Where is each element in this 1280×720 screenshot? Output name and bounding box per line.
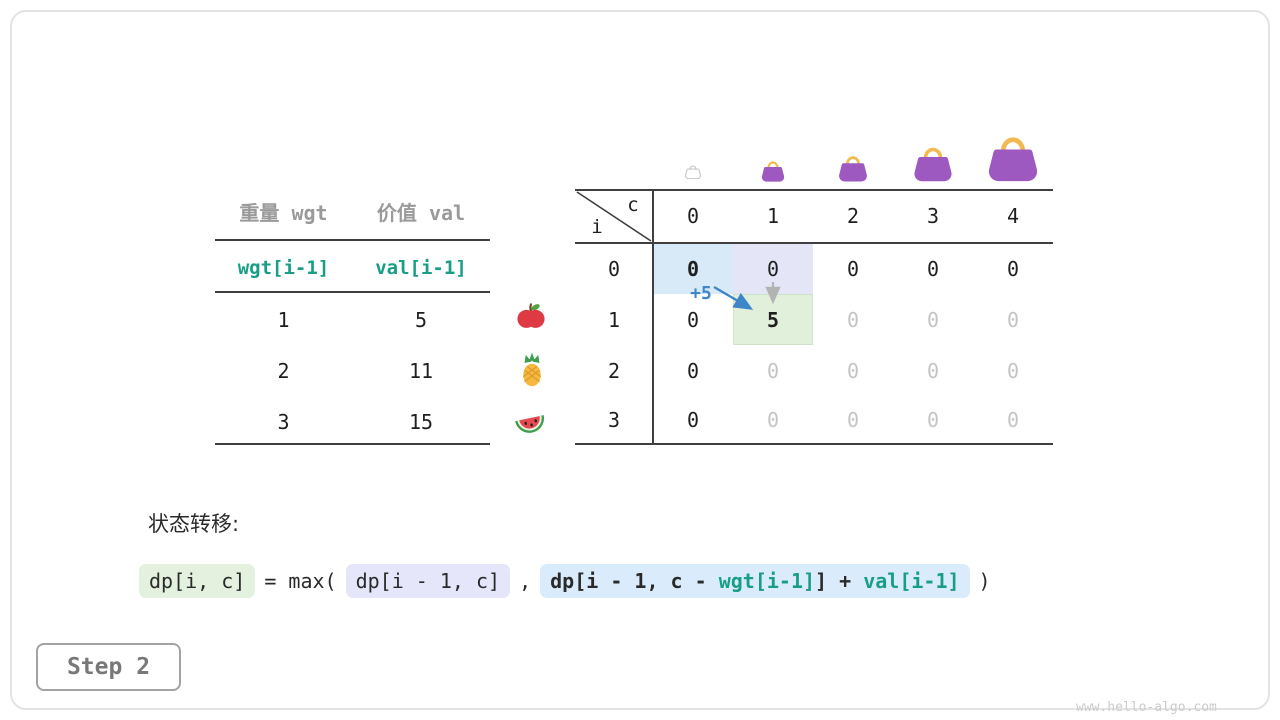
items-table-formula-wgt: wgt[i-1]	[237, 257, 330, 279]
pineapple-icon	[522, 352, 542, 387]
formula-dp-take: dp[i - 1, c - wgt[i-1]] + val[i-1]	[540, 564, 970, 598]
formula-take-part1: dp[i - 1, c -	[550, 569, 719, 593]
corner-col-label: c	[627, 194, 639, 216]
transition-arrows	[713, 282, 781, 310]
bag-medium-icon	[838, 156, 868, 182]
formula-dp-current: dp[i, c]	[139, 564, 256, 598]
dp-cell-2-2: 0	[846, 358, 860, 383]
dp-cell-2-3: 0	[926, 358, 940, 383]
divider	[575, 242, 1053, 244]
dp-col-header-4: 4	[1006, 204, 1020, 228]
bag-ghost-icon	[685, 165, 701, 179]
dp-col-header-3: 3	[926, 204, 940, 228]
dp-cell-1-2: 0	[846, 307, 860, 332]
dp-col-header-2: 2	[846, 204, 860, 228]
divider	[575, 443, 1053, 445]
items-table-formula-val: val[i-1]	[375, 257, 467, 279]
formula-close-paren: )	[978, 569, 991, 593]
dp-cell-0-2: 0	[846, 256, 860, 281]
plus-five-annotation: +5	[690, 283, 712, 304]
highlight-cell-0-0	[653, 243, 733, 294]
divider	[575, 189, 1053, 191]
corner-row-label: i	[591, 216, 603, 238]
formula-eq-max: = max(	[264, 569, 337, 593]
dp-cell-3-3: 0	[926, 407, 940, 432]
dp-row-header-2: 2	[607, 358, 621, 383]
dp-row-header-1: 1	[607, 307, 621, 332]
apple-icon	[517, 303, 545, 328]
bag-large-icon	[913, 147, 953, 182]
item-3-value: 15	[408, 410, 434, 434]
divider	[215, 443, 490, 445]
dp-cell-1-1: 5	[766, 307, 780, 332]
dp-cell-0-1: 0	[766, 256, 780, 281]
dp-cell-3-1: 0	[766, 407, 780, 432]
dp-cell-3-2: 0	[846, 407, 860, 432]
bag-xlarge-icon	[987, 130, 1039, 182]
dp-cell-0-4: 0	[1006, 256, 1020, 281]
dp-col-header-1: 1	[766, 204, 780, 228]
dp-cell-0-0: 0	[686, 256, 700, 281]
transition-label: 状态转移:	[148, 512, 240, 536]
formula-take-part2: ] +	[815, 569, 864, 593]
bag-small-icon	[761, 161, 785, 182]
items-table-header-weight: 重量 wgt	[239, 200, 328, 225]
divider	[215, 239, 490, 241]
formula-dp-skip: dp[i - 1, c]	[345, 564, 511, 598]
transition-formula: dp[i, c] = max( dp[i - 1, c] , dp[i - 1,…	[139, 560, 991, 602]
item-2-weight: 2	[277, 359, 290, 383]
dp-col-header-0: 0	[686, 204, 700, 228]
formula-comma: ,	[519, 569, 532, 593]
item-2-value: 11	[408, 359, 434, 383]
dp-cell-1-4: 0	[1006, 307, 1020, 332]
divider	[215, 291, 490, 293]
blue-transition-arrow	[713, 285, 754, 310]
dp-cell-3-0: 0	[686, 407, 700, 432]
step-badge: Step 2	[36, 643, 181, 691]
watermelon-icon	[515, 415, 545, 433]
dp-row-header-0: 0	[607, 256, 621, 281]
dp-cell-0-3: 0	[926, 256, 940, 281]
dp-cell-2-0: 0	[686, 358, 700, 383]
dp-row-header-3: 3	[607, 407, 621, 432]
divider	[652, 189, 654, 445]
dp-cell-1-3: 0	[926, 307, 940, 332]
item-1-value: 5	[414, 308, 428, 332]
formula-take-wgt: wgt[i-1]	[718, 569, 816, 593]
items-table-header-value: 价值 val	[376, 200, 466, 225]
dp-cell-1-0: 0	[686, 307, 700, 332]
item-3-weight: 3	[277, 410, 290, 434]
dp-cell-2-1: 0	[766, 358, 780, 383]
item-1-weight: 1	[277, 308, 290, 332]
dp-cell-2-4: 0	[1006, 358, 1020, 383]
formula-take-val: val[i-1]	[863, 569, 960, 593]
dp-cell-3-4: 0	[1006, 407, 1020, 432]
watermark: www.hello-algo.com	[1076, 700, 1217, 715]
corner-diagonal	[576, 191, 652, 242]
figure-frame	[10, 10, 1270, 710]
